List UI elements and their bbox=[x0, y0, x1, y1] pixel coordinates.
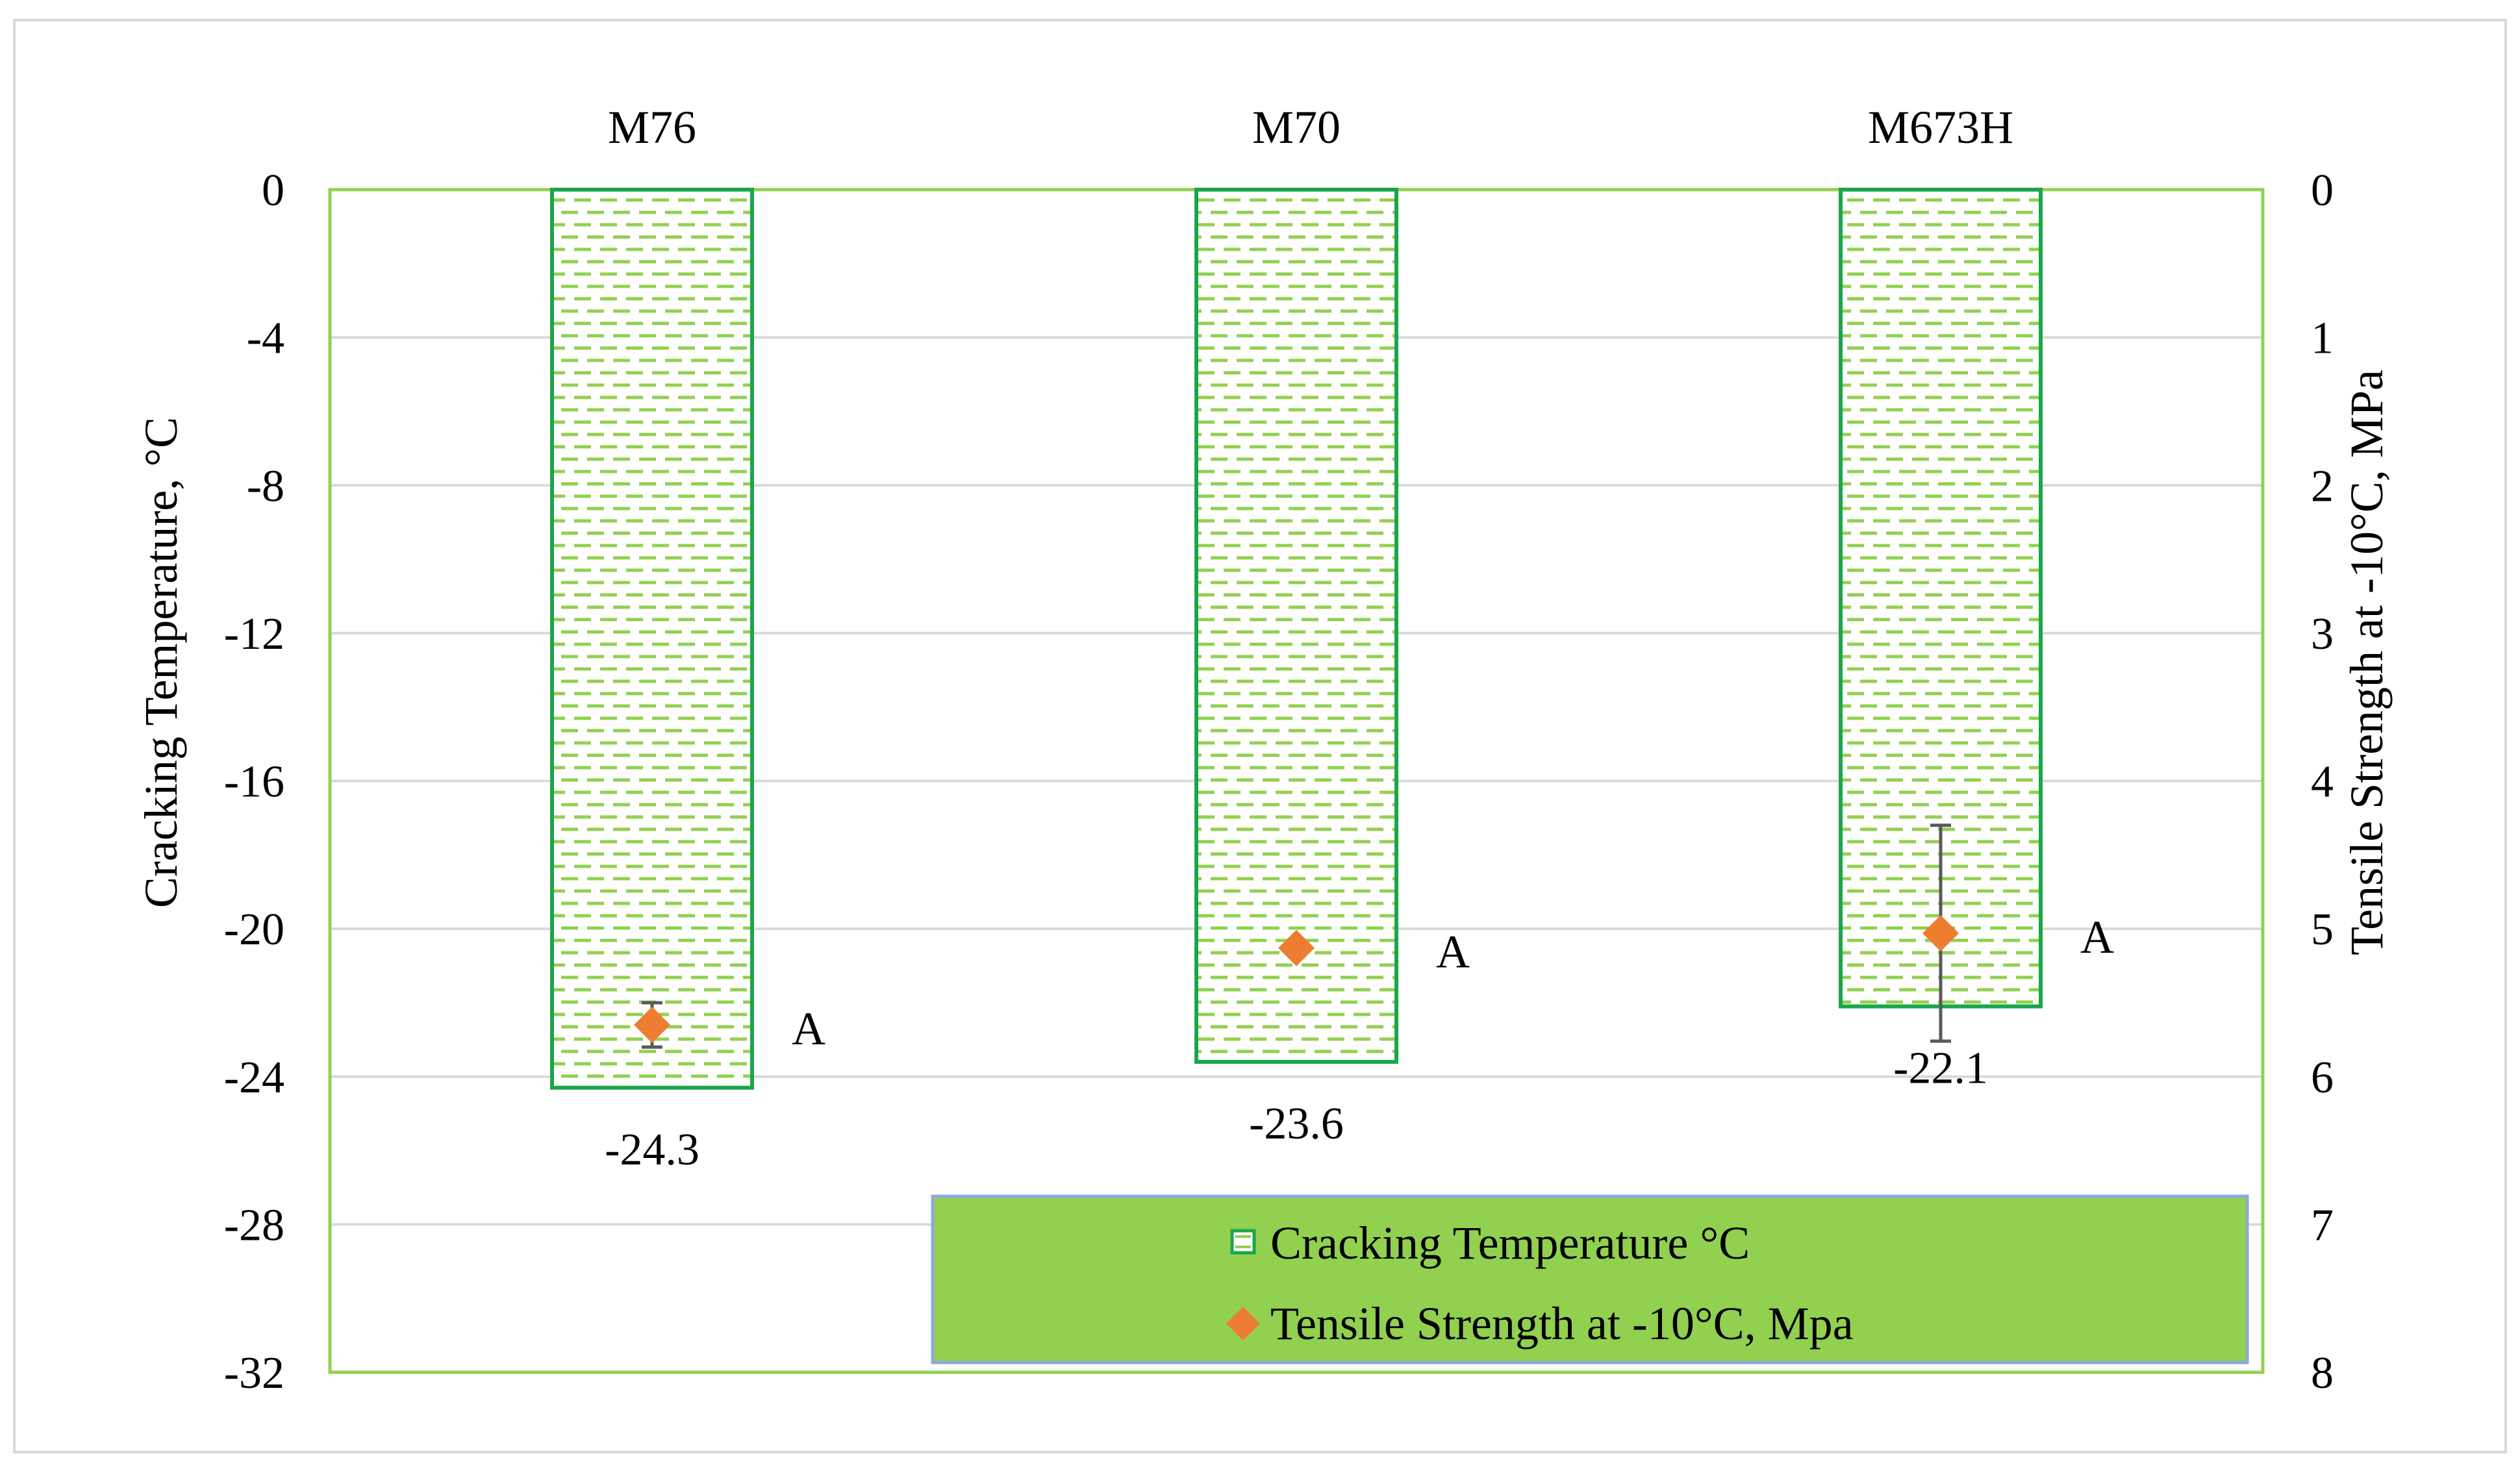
category-labels: M76 M70 M673H bbox=[608, 101, 2013, 153]
category-label: M76 bbox=[608, 101, 696, 153]
right-axis-tick-label: 3 bbox=[2311, 609, 2334, 659]
left-axis-tick-label: 0 bbox=[262, 166, 284, 216]
bar-data-label: -22.1 bbox=[1893, 1044, 1988, 1094]
scatter-series: A A A bbox=[634, 824, 2114, 1055]
left-axis-tick-label: -16 bbox=[224, 757, 284, 807]
data-point-label: A bbox=[1436, 926, 1470, 978]
right-axis-tick-label: 8 bbox=[2311, 1348, 2334, 1398]
right-axis-tick-label: 0 bbox=[2311, 166, 2334, 216]
bar-data-label: -23.6 bbox=[1249, 1099, 1344, 1149]
data-point-diamond bbox=[1278, 929, 1315, 966]
left-axis-tick-label: -32 bbox=[224, 1348, 284, 1398]
right-axis-tick-label: 7 bbox=[2311, 1200, 2334, 1250]
left-axis-title: Cracking Temperature, °C bbox=[135, 417, 187, 908]
legend-label-cracking-temperature: Cracking Temperature °C bbox=[1270, 1217, 1750, 1269]
data-point-diamond bbox=[1922, 914, 1959, 951]
left-axis-tick-label: -8 bbox=[247, 461, 284, 511]
right-axis-title: Tensile Strength at -10°C, MPa bbox=[2341, 370, 2393, 955]
right-axis-tick-label: 5 bbox=[2311, 905, 2334, 955]
legend-swatch-tensile-strength-diamond-icon bbox=[1226, 1307, 1260, 1340]
left-axis-tick-label: -4 bbox=[247, 314, 284, 364]
right-axis-tick-label: 1 bbox=[2311, 314, 2334, 364]
left-axis-tick-label: -20 bbox=[224, 905, 284, 955]
category-label: M70 bbox=[1252, 101, 1341, 153]
left-axis-tick-label: -28 bbox=[224, 1200, 284, 1250]
legend-box bbox=[931, 1194, 2249, 1364]
right-axis-tick-label: 6 bbox=[2311, 1053, 2334, 1103]
bar-series bbox=[550, 188, 2043, 1090]
legend-label-tensile-strength: Tensile Strength at -10°C, Mpa bbox=[1270, 1298, 1854, 1350]
left-axis-tick-label: -24 bbox=[224, 1053, 284, 1103]
legend-swatch-cracking-temperature bbox=[1230, 1229, 1256, 1255]
data-point-label: A bbox=[2080, 911, 2114, 963]
bar-data-labels: -24.3 -23.6 -22.1 bbox=[605, 1044, 1988, 1175]
bar bbox=[550, 188, 754, 1090]
right-axis-tick-label: 2 bbox=[2311, 461, 2334, 511]
data-point-diamond bbox=[634, 1007, 670, 1044]
bar bbox=[1194, 188, 1398, 1064]
bar-data-label: -24.3 bbox=[605, 1125, 699, 1175]
data-point-label: A bbox=[792, 1003, 825, 1055]
right-axis-tick-label: 4 bbox=[2311, 757, 2334, 807]
left-axis-tick-label: -12 bbox=[224, 609, 284, 659]
left-axis-tick-labels: 0 -4 -8 -12 -16 -20 -24 -28 -32 bbox=[224, 166, 284, 1398]
right-axis-tick-labels: 0 1 2 3 4 5 6 7 8 bbox=[2311, 166, 2334, 1398]
category-label: M673H bbox=[1868, 101, 2013, 153]
legend: Cracking Temperature °C Tensile Strength… bbox=[931, 1194, 2249, 1364]
